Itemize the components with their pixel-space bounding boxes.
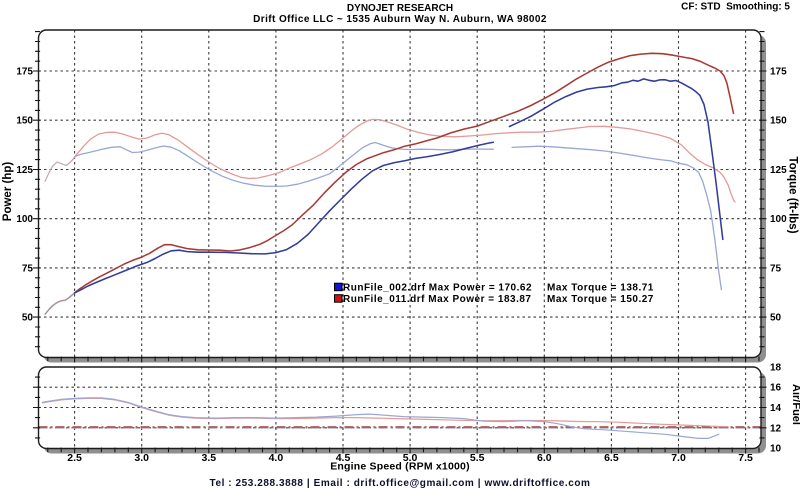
svg-text:175: 175 [770,67,787,78]
svg-text:Torque (ft-lbs): Torque (ft-lbs) [787,156,799,233]
svg-text:14: 14 [770,403,782,414]
svg-text:2.5: 2.5 [67,452,82,464]
svg-text:5.0: 5.0 [403,452,418,464]
svg-text:Drift Office LLC ~ 1535 Auburn: Drift Office LLC ~ 1535 Auburn Way N. Au… [253,14,547,25]
svg-text:7.5: 7.5 [738,452,753,464]
svg-text:3.5: 3.5 [201,452,216,464]
svg-text:Engine Speed (RPM x1000): Engine Speed (RPM x1000) [330,461,470,473]
svg-text:CF: STD Smoothing: 5: CF: STD Smoothing: 5 [681,2,790,13]
svg-text:4.0: 4.0 [269,452,284,464]
svg-text:100: 100 [16,214,33,225]
svg-text:50: 50 [770,313,782,324]
svg-text:Air/Fuel: Air/Fuel [790,384,800,425]
svg-text:DYNOJET RESEARCH: DYNOJET RESEARCH [347,3,453,14]
svg-text:150: 150 [770,116,787,127]
svg-text:50: 50 [22,313,34,324]
svg-text:3.0: 3.0 [134,452,149,464]
svg-text:5.5: 5.5 [470,452,485,464]
svg-text:12: 12 [770,423,782,434]
svg-text:175: 175 [16,67,33,78]
svg-text:125: 125 [16,165,33,176]
svg-text:75: 75 [22,263,34,274]
svg-text:Power (hp): Power (hp) [2,162,14,222]
svg-text:16: 16 [770,383,782,394]
svg-text:75: 75 [770,263,782,274]
svg-text:6.0: 6.0 [537,452,552,464]
svg-text:Tel : 253.288.3888 | Email : d: Tel : 253.288.3888 | Email : drift.offic… [210,478,591,489]
svg-text:Max Torque = 150.27: Max Torque = 150.27 [547,294,654,305]
svg-text:100: 100 [770,214,787,225]
svg-text:RunFile_002.drf Max Power = 17: RunFile_002.drf Max Power = 170.62 [343,283,532,294]
svg-text:7.0: 7.0 [671,452,686,464]
svg-text:150: 150 [16,116,33,127]
svg-text:18: 18 [770,363,782,374]
svg-text:10: 10 [770,444,782,455]
svg-text:4.5: 4.5 [336,452,351,464]
svg-text:RunFile_011.drf Max Power = 18: RunFile_011.drf Max Power = 183.87 [343,294,531,305]
svg-text:125: 125 [770,165,787,176]
svg-text:Max Torque = 138.71: Max Torque = 138.71 [547,283,654,294]
svg-text:6.5: 6.5 [604,452,619,464]
